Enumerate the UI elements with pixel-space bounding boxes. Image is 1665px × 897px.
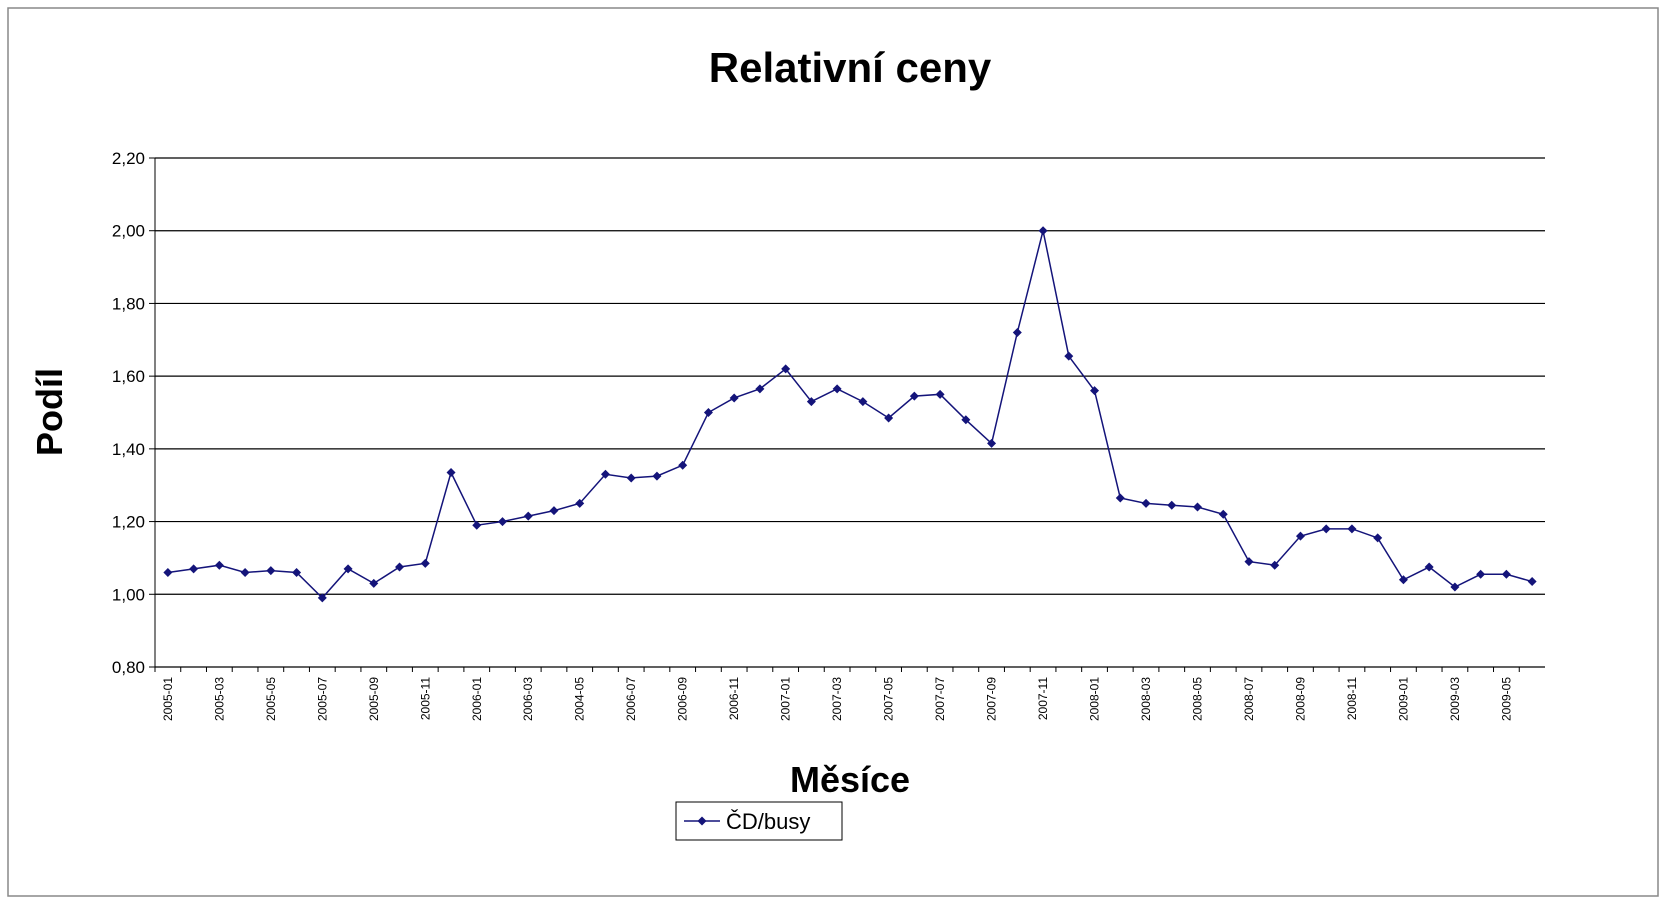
- x-tick-label: 2006-07: [624, 677, 638, 721]
- point-marker: [343, 564, 353, 574]
- chart-title: Relativní ceny: [709, 44, 992, 91]
- point-marker: [1450, 582, 1460, 592]
- x-tick-label: 2006-09: [676, 677, 690, 721]
- point-marker: [1295, 531, 1305, 541]
- y-tick-label: 1,60: [112, 367, 145, 386]
- point-marker: [446, 467, 456, 477]
- y-tick-label: 1,20: [112, 513, 145, 532]
- point-marker: [806, 397, 816, 407]
- point-marker: [755, 384, 765, 394]
- x-tick-label: 2007-03: [830, 677, 844, 721]
- point-marker: [240, 567, 250, 577]
- series-line: [167, 230, 1533, 600]
- point-marker: [1373, 533, 1383, 543]
- y-tick-label: 0,80: [112, 658, 145, 677]
- point-marker: [1321, 524, 1331, 534]
- point-marker: [214, 560, 224, 570]
- y-tick-label: 2,00: [112, 222, 145, 241]
- x-tick-label: 2006-01: [470, 677, 484, 721]
- point-marker: [909, 391, 919, 401]
- x-tick-label: 2005-07: [315, 677, 329, 721]
- y-tick-label: 1,40: [112, 440, 145, 459]
- point-marker: [1193, 502, 1202, 512]
- point-marker: [1527, 577, 1537, 587]
- x-tick-label: 2008-01: [1088, 677, 1102, 721]
- point-marker: [523, 511, 533, 521]
- point-marker: [600, 469, 610, 479]
- x-tick-label: 2006-03: [521, 677, 535, 721]
- x-tick-label: 2007-09: [985, 677, 999, 721]
- point-marker: [781, 364, 791, 374]
- x-tick-label: 2008-05: [1191, 677, 1205, 721]
- x-tick-label: 2008-07: [1242, 677, 1256, 721]
- point-marker: [1398, 575, 1408, 585]
- point-marker: [1167, 500, 1177, 510]
- point-marker: [678, 460, 688, 470]
- point-marker: [858, 397, 868, 407]
- chart-border: [7, 7, 1659, 897]
- point-marker: [575, 498, 585, 508]
- y-axis-label: Podíl: [29, 368, 70, 456]
- y-tick-label: 1,00: [112, 585, 145, 604]
- y-tick-label: 1,80: [112, 294, 145, 313]
- point-marker: [703, 408, 713, 417]
- point-marker: [395, 562, 405, 572]
- point-marker: [987, 438, 997, 448]
- x-tick-label: 2005-03: [212, 677, 226, 721]
- point-marker: [189, 564, 199, 574]
- legend-marker: [697, 816, 707, 826]
- point-marker: [317, 593, 327, 603]
- point-marker: [163, 567, 173, 577]
- point-marker: [935, 389, 945, 399]
- point-marker: [1424, 562, 1434, 572]
- x-tick-label: 2007-01: [779, 677, 793, 721]
- point-marker: [729, 393, 739, 403]
- x-axis-label: Měsíce: [790, 759, 910, 800]
- point-marker: [1141, 498, 1151, 508]
- point-marker: [626, 473, 636, 483]
- x-tick-label: 2008-03: [1139, 677, 1153, 721]
- x-tick-label: 2009-01: [1396, 677, 1410, 721]
- point-marker: [292, 567, 302, 577]
- x-tick-label: 2005-01: [161, 677, 175, 721]
- point-marker: [498, 517, 507, 527]
- x-tick-label: 2005-09: [367, 677, 381, 721]
- point-marker: [549, 506, 559, 516]
- y-tick-label: 2,20: [112, 149, 145, 168]
- x-tick-label: 2009-05: [1499, 677, 1513, 721]
- point-marker: [1244, 557, 1254, 567]
- x-tick-label: 2008-09: [1293, 677, 1307, 721]
- x-tick-label: 2007-07: [933, 677, 947, 721]
- point-marker: [1501, 569, 1511, 579]
- point-marker: [1064, 351, 1074, 361]
- point-marker: [472, 520, 482, 530]
- point-marker: [1115, 493, 1125, 503]
- point-marker: [1012, 328, 1022, 338]
- x-tick-label: 2007-11: [1036, 677, 1050, 720]
- x-tick-label: 2005-05: [264, 677, 278, 721]
- point-marker: [1038, 226, 1048, 236]
- point-marker: [1090, 386, 1100, 396]
- point-marker: [1347, 524, 1357, 534]
- point-marker: [1270, 560, 1280, 570]
- x-tick-label: 2008-11: [1345, 677, 1359, 720]
- x-tick-label: 2006-11: [727, 677, 741, 720]
- point-marker: [832, 384, 842, 394]
- point-marker: [420, 558, 430, 568]
- point-marker: [1218, 509, 1228, 519]
- point-marker: [652, 471, 662, 481]
- point-marker: [266, 566, 276, 576]
- x-tick-label: 2009-03: [1448, 677, 1462, 721]
- point-marker: [1476, 569, 1486, 579]
- x-tick-label: 2007-05: [882, 677, 896, 721]
- point-marker: [884, 413, 894, 423]
- x-tick-label: 2005-11: [418, 677, 432, 720]
- x-tick-label: 2004-05: [573, 677, 587, 721]
- legend-label: ČD/busy: [726, 809, 810, 834]
- point-marker: [369, 578, 379, 588]
- point-marker: [961, 415, 971, 425]
